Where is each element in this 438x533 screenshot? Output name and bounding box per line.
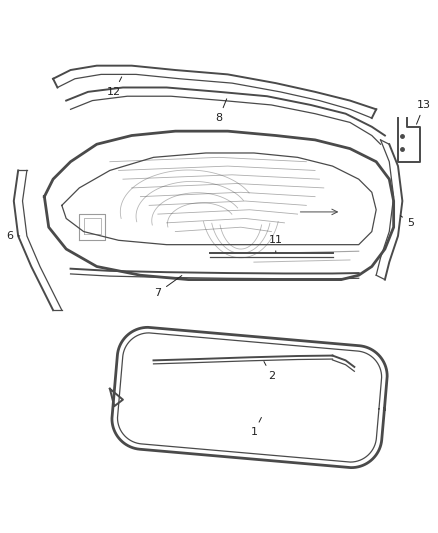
Text: 13: 13 <box>417 100 431 124</box>
Text: 6: 6 <box>6 231 20 241</box>
Text: 7: 7 <box>154 276 182 298</box>
Text: 12: 12 <box>107 77 122 97</box>
Text: 2: 2 <box>264 361 275 381</box>
Text: 8: 8 <box>215 99 227 123</box>
Text: 11: 11 <box>269 235 283 252</box>
Text: 1: 1 <box>251 417 261 438</box>
Text: 5: 5 <box>400 216 415 228</box>
